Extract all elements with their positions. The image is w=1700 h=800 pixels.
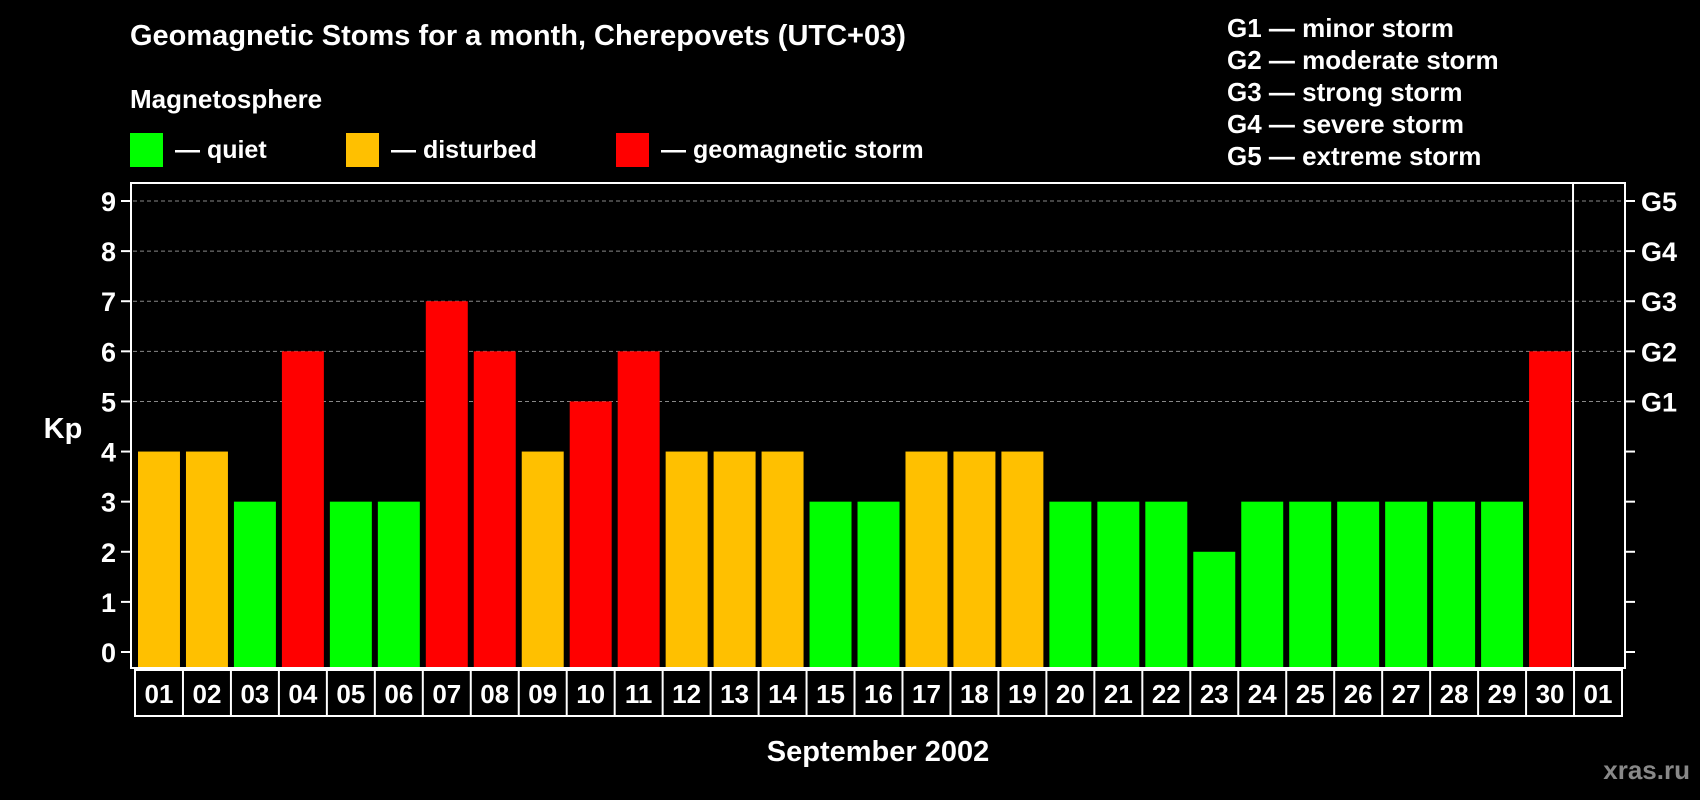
- storm-scale-g1: G1 — minor storm: [1227, 13, 1454, 43]
- bar: [1001, 451, 1044, 667]
- bar: [1433, 501, 1476, 667]
- x-tick-label: 09: [528, 679, 557, 709]
- x-tick-label: 20: [1056, 679, 1085, 709]
- x-tick-label: 18: [960, 679, 989, 709]
- y-tick-label: 2: [101, 538, 116, 568]
- y-tick-label: 6: [101, 337, 116, 367]
- legend-swatch-storm: [616, 133, 649, 167]
- x-tick-label: 04: [288, 679, 317, 709]
- x-tick-label: 17: [912, 679, 941, 709]
- legend-item-disturbed: — disturbed: [346, 133, 537, 167]
- y-axis-title: Kp: [44, 413, 83, 445]
- y-tick-label: 8: [101, 237, 116, 267]
- x-tick-label: 21: [1104, 679, 1133, 709]
- x-tick-label: 02: [192, 679, 221, 709]
- x-tick-label: 16: [864, 679, 893, 709]
- bar: [329, 501, 372, 667]
- x-tick-label: 05: [336, 679, 365, 709]
- bar: [281, 351, 324, 667]
- legend-title: Magnetosphere: [130, 84, 323, 114]
- bar: [473, 351, 516, 667]
- x-tick-label: 23: [1200, 679, 1229, 709]
- bar: [665, 451, 708, 667]
- x-tick-label: 30: [1536, 679, 1565, 709]
- bar: [569, 401, 612, 667]
- right-axis-label-g1: G1: [1641, 387, 1677, 417]
- x-tick-label: 24: [1248, 679, 1277, 709]
- right-axis-label-g2: G2: [1641, 337, 1677, 367]
- bar: [809, 501, 852, 667]
- y-tick-label: 4: [101, 438, 116, 468]
- x-tick-label: 29: [1488, 679, 1517, 709]
- y-tick-label: 1: [101, 588, 116, 618]
- legend-label-quiet: — quiet: [175, 135, 267, 164]
- x-tick-label: 13: [720, 679, 749, 709]
- bar: [713, 451, 756, 667]
- bar: [1289, 501, 1332, 667]
- y-tick-label: 5: [101, 387, 116, 417]
- chart-title: Geomagnetic Stoms for a month, Cherepove…: [130, 20, 906, 52]
- bar: [1337, 501, 1380, 667]
- x-tick-label: 10: [576, 679, 605, 709]
- x-tick-label: 01: [1584, 679, 1613, 709]
- legend-item-quiet: — quiet: [130, 133, 267, 167]
- x-axis-box: [134, 669, 1623, 717]
- legend-label-storm: — geomagnetic storm: [661, 135, 924, 164]
- bar: [953, 451, 996, 667]
- x-tick-label: 28: [1440, 679, 1469, 709]
- bar: [1385, 501, 1428, 667]
- bar: [1145, 501, 1188, 667]
- bar: [761, 451, 804, 667]
- x-tick-label: 19: [1008, 679, 1037, 709]
- bar: [905, 451, 948, 667]
- plot-frame: [130, 182, 1626, 669]
- bar: [1049, 501, 1092, 667]
- right-axis-label-g5: G5: [1641, 187, 1677, 217]
- bar: [185, 451, 228, 667]
- storm-scale-g2: G2 — moderate storm: [1227, 45, 1499, 75]
- storm-scale-g5: G5 — extreme storm: [1227, 141, 1482, 171]
- bar: [617, 351, 660, 667]
- x-tick-label: 08: [480, 679, 509, 709]
- x-tick-label: 03: [240, 679, 269, 709]
- y-tick-label: 0: [101, 638, 116, 668]
- storm-scale-g4: G4 — severe storm: [1227, 109, 1465, 139]
- x-axis-title: September 2002: [766, 736, 990, 768]
- storm-scale-g3: G3 — strong storm: [1227, 77, 1463, 107]
- legend-swatch-disturbed: [346, 133, 379, 167]
- watermark: xras.ru: [1603, 755, 1690, 785]
- x-tick-label: 14: [768, 679, 797, 709]
- legend-item-storm: — geomagnetic storm: [616, 133, 924, 167]
- bar: [233, 501, 276, 667]
- right-axis-label-g4: G4: [1641, 237, 1677, 267]
- bar: [1241, 501, 1284, 667]
- bar: [857, 501, 900, 667]
- x-tick-label: 06: [384, 679, 413, 709]
- legend-label-disturbed: — disturbed: [391, 135, 537, 164]
- x-tick-label: 07: [432, 679, 461, 709]
- x-tick-label: 01: [145, 679, 174, 709]
- storm-scale-legend: G1 — minor storm G2 — moderate storm G3 …: [1227, 12, 1499, 172]
- bar: [521, 451, 564, 667]
- y-tick-label: 9: [101, 187, 116, 217]
- bar: [138, 451, 180, 667]
- x-tick-label: 15: [816, 679, 845, 709]
- bar: [377, 501, 420, 667]
- x-tick-label: 12: [672, 679, 701, 709]
- x-tick-label: 27: [1392, 679, 1421, 709]
- x-tick-label: 22: [1152, 679, 1181, 709]
- right-axis-label-g3: G3: [1641, 287, 1677, 317]
- x-tick-label: 25: [1296, 679, 1325, 709]
- bar: [1193, 551, 1236, 667]
- y-tick-label: 7: [101, 287, 116, 317]
- bar: [1529, 351, 1572, 667]
- y-tick-label: 3: [101, 488, 116, 518]
- legend-swatch-quiet: [130, 133, 163, 167]
- bar: [1481, 501, 1524, 667]
- x-tick-label: 11: [625, 679, 653, 709]
- bar: [425, 301, 468, 667]
- x-tick-label: 26: [1344, 679, 1373, 709]
- bar: [1097, 501, 1140, 667]
